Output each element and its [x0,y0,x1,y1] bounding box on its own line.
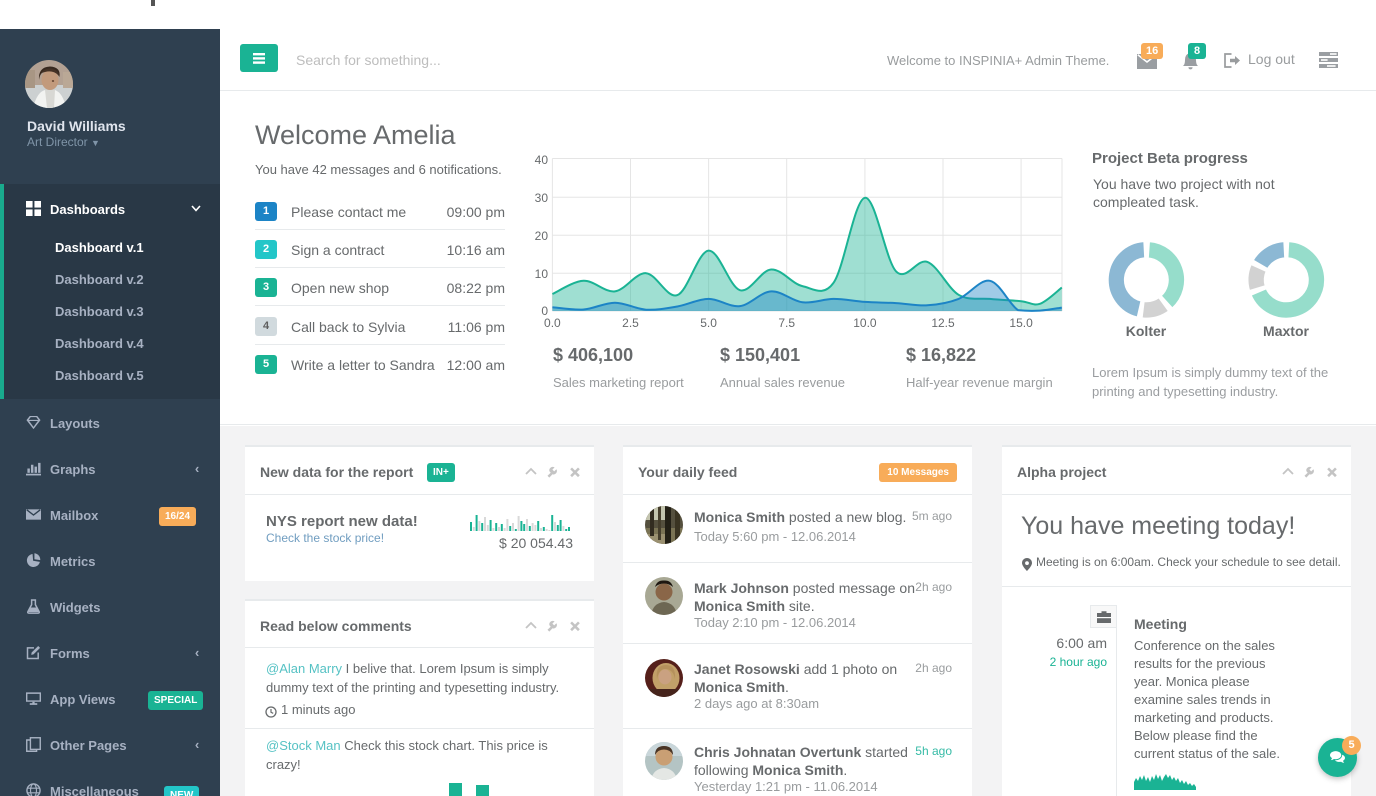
svg-text:20: 20 [535,229,549,243]
svg-text:0.0: 0.0 [544,316,561,330]
svg-text:10: 10 [535,267,549,281]
svg-text:12.5: 12.5 [931,316,955,330]
svg-text:0: 0 [541,304,548,318]
svg-text:10.0: 10.0 [853,316,877,330]
svg-text:30: 30 [535,191,549,205]
svg-text:5.0: 5.0 [700,316,717,330]
svg-text:7.5: 7.5 [778,316,795,330]
svg-text:15.0: 15.0 [1009,316,1033,330]
svg-text:2.5: 2.5 [622,316,639,330]
svg-text:40: 40 [535,153,549,167]
